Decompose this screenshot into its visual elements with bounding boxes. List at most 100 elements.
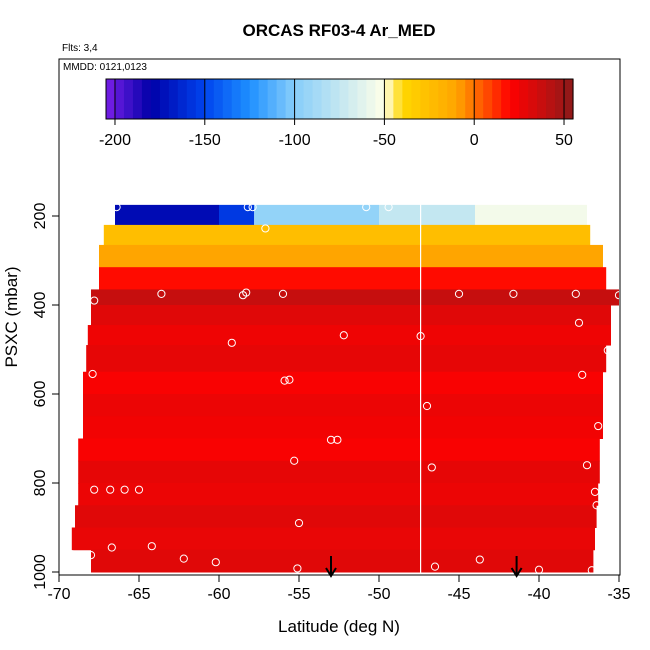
colorbar-swatch — [321, 79, 332, 119]
colorbar-swatch — [303, 79, 314, 119]
colorbar-tick-label: -150 — [189, 132, 221, 149]
data-point — [290, 456, 299, 465]
colorbar-swatch — [519, 79, 529, 119]
x-tick-label: -50 — [367, 586, 390, 603]
flights-note: Flts: 3,4 — [62, 43, 98, 54]
data-point — [88, 369, 97, 379]
colorbar-swatch — [375, 79, 386, 119]
date-note: MMDD: 0121,0123 — [63, 62, 147, 73]
colorbar-tick-label: 50 — [555, 132, 573, 149]
data-point — [147, 542, 156, 551]
heatmap-cell — [91, 549, 594, 573]
colorbar-swatch — [294, 79, 305, 119]
x-tick-label: -55 — [287, 586, 310, 603]
data-point — [74, 231, 83, 241]
data-point — [614, 291, 624, 300]
data-point — [574, 318, 584, 327]
colorbar-swatch — [150, 79, 161, 119]
x-tick-label: -40 — [527, 586, 550, 603]
data-point — [326, 435, 336, 444]
data-point — [475, 555, 484, 564]
chart-title: ORCAS RF03-4 Ar_MED — [242, 21, 435, 40]
colorbar-swatch — [348, 79, 359, 119]
colorbar-tick-label: -200 — [99, 132, 131, 149]
colorbar-swatch — [447, 79, 457, 119]
data-point — [227, 338, 236, 347]
data-point — [134, 485, 144, 494]
data-point — [454, 289, 464, 298]
colorbar-swatch — [231, 79, 242, 119]
colorbar-swatch — [546, 79, 556, 119]
data-point — [238, 291, 248, 300]
heatmap-cell — [71, 527, 596, 551]
colorbar-swatch — [465, 79, 475, 119]
data-point — [509, 289, 518, 298]
colorbar-swatch — [132, 79, 143, 119]
heatmap-cell — [78, 460, 600, 484]
colorbar-swatch — [213, 79, 224, 119]
colorbar-swatch — [312, 79, 323, 119]
heatmap-layers — [71, 200, 619, 575]
data-point — [157, 289, 166, 298]
data-point — [112, 203, 121, 212]
x-tick-label: -70 — [47, 586, 70, 603]
colorbar-swatch — [420, 79, 430, 119]
data-point — [594, 421, 603, 431]
y-tick-label: 1000 — [32, 554, 49, 590]
colorbar-swatch — [393, 79, 403, 119]
x-tick-label: -60 — [207, 586, 230, 603]
data-point — [603, 346, 612, 355]
heatmap-cell — [91, 305, 611, 326]
data-point — [293, 564, 302, 573]
colorbar-swatch — [204, 79, 215, 119]
heatmap-cell — [99, 267, 607, 290]
data-point — [67, 550, 76, 559]
heatmap-cell — [78, 438, 600, 462]
colorbar-swatch — [564, 79, 574, 119]
data-point — [587, 566, 596, 575]
heatmap-cell — [115, 204, 219, 226]
axes: -70 -65 -60 -55 -50 -45 -40 -35 200 400 600 800 1000 — [32, 203, 631, 603]
data-point — [90, 485, 99, 494]
heatmap-cell — [87, 325, 612, 346]
y-tick-label: 600 — [32, 381, 49, 408]
colorbar-swatch — [384, 79, 394, 119]
heatmap-cell — [379, 204, 475, 226]
data-point — [534, 565, 544, 574]
colorbar-swatch — [492, 79, 502, 119]
observation-points — [67, 203, 624, 578]
data-point — [248, 203, 257, 212]
colorbar: -200 -150 -100 -50 0 50 — [99, 78, 574, 149]
data-point — [107, 543, 116, 552]
data-point — [261, 224, 270, 233]
data-point — [106, 485, 115, 494]
arrow-head — [510, 567, 523, 578]
colorbar-swatch — [141, 79, 152, 119]
heatmap-cell — [86, 345, 607, 373]
colorbar-swatch — [159, 79, 170, 119]
data-point — [362, 203, 371, 212]
plot-frame — [58, 58, 621, 576]
colorbar-swatch — [285, 79, 296, 119]
colorbar-swatch — [339, 79, 350, 119]
data-point — [243, 203, 252, 212]
heatmap-cell — [83, 416, 603, 439]
colorbar-swatch — [366, 79, 377, 119]
data-point — [211, 558, 220, 567]
colorbar-swatch — [249, 79, 260, 119]
colorbar-swatch — [177, 79, 188, 119]
colorbar-swatch — [411, 79, 421, 119]
data-point — [294, 518, 304, 528]
colorbar-swatch — [555, 79, 565, 119]
colorbar-swatch — [123, 79, 134, 119]
data-point — [578, 370, 587, 379]
data-point — [582, 461, 592, 470]
heatmap-cell — [75, 505, 597, 528]
heatmap-cell — [91, 289, 619, 306]
colorbar-frame — [105, 78, 574, 120]
colorbar-swatch — [537, 79, 547, 119]
data-point — [278, 289, 288, 298]
colorbar-swatch — [222, 79, 233, 119]
colorbar-swatch — [267, 79, 278, 119]
